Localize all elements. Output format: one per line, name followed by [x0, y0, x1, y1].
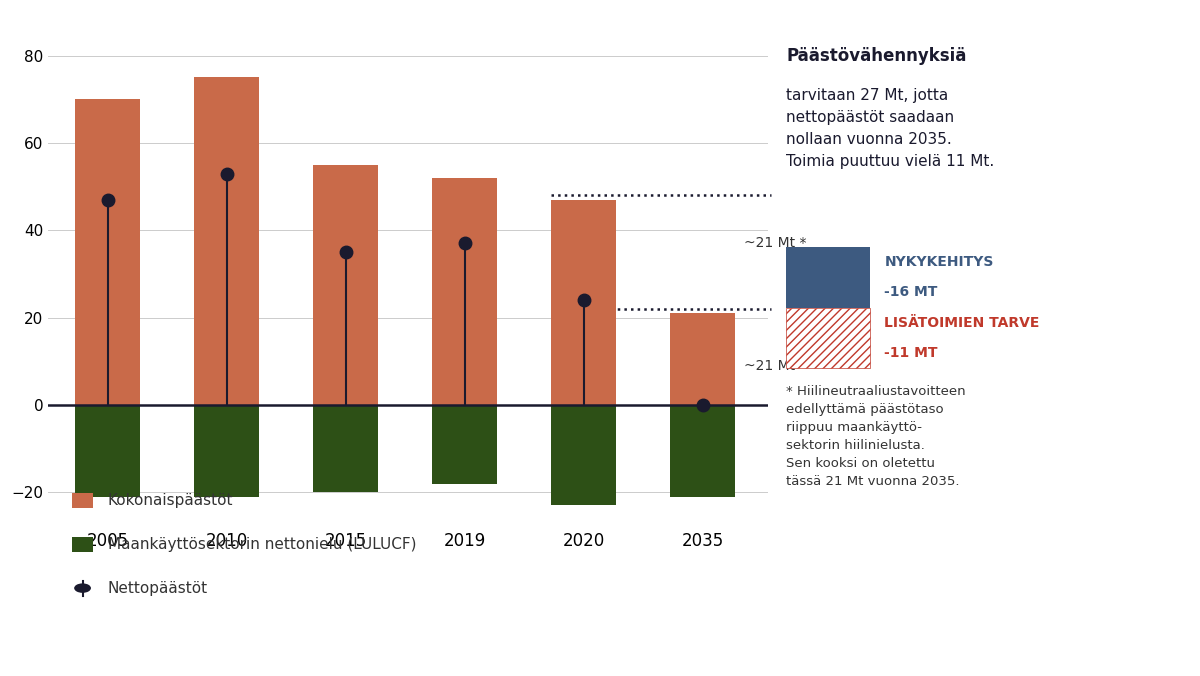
Bar [193, 405, 259, 497]
Text: Maankäyttösektorin nettonielu (LULUCF): Maankäyttösektorin nettonielu (LULUCF) [108, 537, 416, 552]
Bar [432, 405, 497, 483]
Bar [74, 405, 140, 497]
Text: ~21 Mt *: ~21 Mt * [744, 237, 806, 250]
Text: Kokonaispäästöt: Kokonaispäästöt [108, 493, 233, 508]
Text: Päästövähennyksiä: Päästövähennyksiä [786, 47, 966, 66]
Bar [313, 165, 378, 405]
Text: LISÄTOIMIEN TARVE: LISÄTOIMIEN TARVE [884, 316, 1039, 330]
Text: ~21 Mt *: ~21 Mt * [744, 359, 806, 372]
Bar [551, 199, 617, 405]
Bar [193, 78, 259, 405]
Bar [74, 99, 140, 405]
Bar [670, 313, 736, 405]
Text: tarvitaan 27 Mt, jotta
nettopäästöt saadaan
nollaan vuonna 2035.
Toimia puuttuu : tarvitaan 27 Mt, jotta nettopäästöt saad… [786, 88, 995, 170]
Bar [551, 405, 617, 506]
Text: -11 MT: -11 MT [884, 346, 938, 360]
Text: * Hiilineutraaliustavoitteen
edellyttämä päästötaso
riippuu maankäyttö-
sektorin: * Hiilineutraaliustavoitteen edellyttämä… [786, 385, 966, 488]
Text: Nettopäästöt: Nettopäästöt [108, 581, 208, 596]
Text: NYKYKEHITYS: NYKYKEHITYS [884, 255, 994, 269]
Bar [432, 178, 497, 405]
Bar [670, 405, 736, 497]
Text: -16 MT: -16 MT [884, 285, 937, 299]
Bar [313, 405, 378, 492]
